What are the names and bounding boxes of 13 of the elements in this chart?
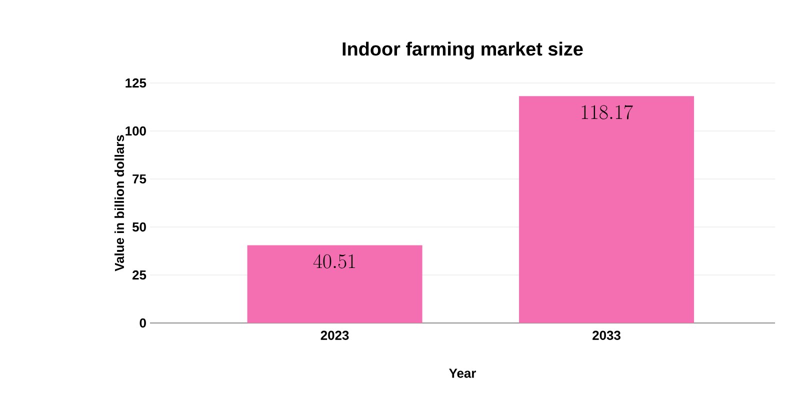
y-tick-label: 75 (132, 174, 146, 184)
x-tick-label: 2023 (320, 330, 349, 340)
y-tick-label: 25 (132, 270, 146, 280)
y-axis-title: Value in billion dollars (114, 135, 124, 272)
x-tick-label: 2033 (592, 330, 620, 340)
y-tick-label: 125 (126, 78, 146, 88)
data-label: 118. 17 (582, 104, 633, 120)
y-tick-label: 50 (132, 222, 146, 232)
x-axis-title: Year (449, 368, 476, 378)
y-tick-label: 0 (140, 318, 146, 328)
chart-title: Indoor farming market size (342, 42, 583, 60)
y-tick-label: 100 (126, 126, 146, 136)
data-label: 40.51 (313, 254, 355, 268)
